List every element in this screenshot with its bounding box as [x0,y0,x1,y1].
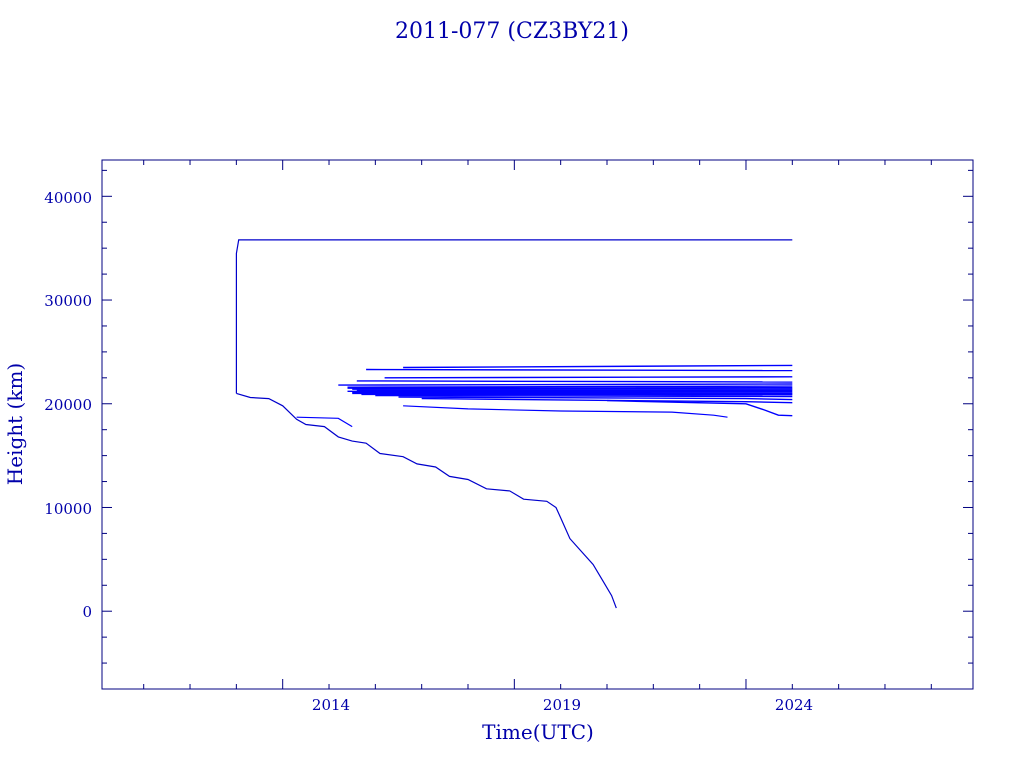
y-tick-labels: 0 10000 20000 30000 40000 [44,189,92,621]
y-minor-ticks [102,169,973,664]
series-line-11 [347,387,793,389]
chart-title: 2011-077 (CZ3BY21) [395,19,629,44]
x-axis-label: Time(UTC) [482,720,594,744]
series-line-3 [296,416,353,428]
series-line-2 [235,239,793,394]
x-minor-ticks [143,160,932,689]
y-axis-label: Height (km) [3,363,27,485]
series-line-9 [338,383,793,386]
x-tick-label: 2019 [543,696,581,714]
series-line-6 [403,364,793,369]
series-line-5 [366,368,793,372]
series-line-10 [347,385,793,388]
series-line-8 [356,380,793,383]
series-line-16 [352,392,793,395]
x-tick-label: 2014 [312,696,350,714]
x-tick-label: 2024 [775,696,813,714]
x-tick-labels: 2014 2019 2024 [312,696,813,714]
plot-frame [101,159,974,690]
series-line-20 [421,397,793,404]
series-line-19 [398,396,793,401]
series-line-4 [403,405,728,418]
y-tick-label: 30000 [44,292,92,310]
y-tick-label: 40000 [44,189,92,207]
series-line-18 [375,394,793,398]
series-line-17 [361,393,793,396]
data-series-group [235,239,793,609]
y-tick-label: 20000 [44,396,92,414]
y-tick-label: 0 [82,603,92,621]
series-line-7 [384,376,793,379]
series-line-15 [352,391,793,394]
y-tick-label: 10000 [44,500,92,518]
series-line-1 [236,392,617,609]
series-line-21 [606,399,793,417]
